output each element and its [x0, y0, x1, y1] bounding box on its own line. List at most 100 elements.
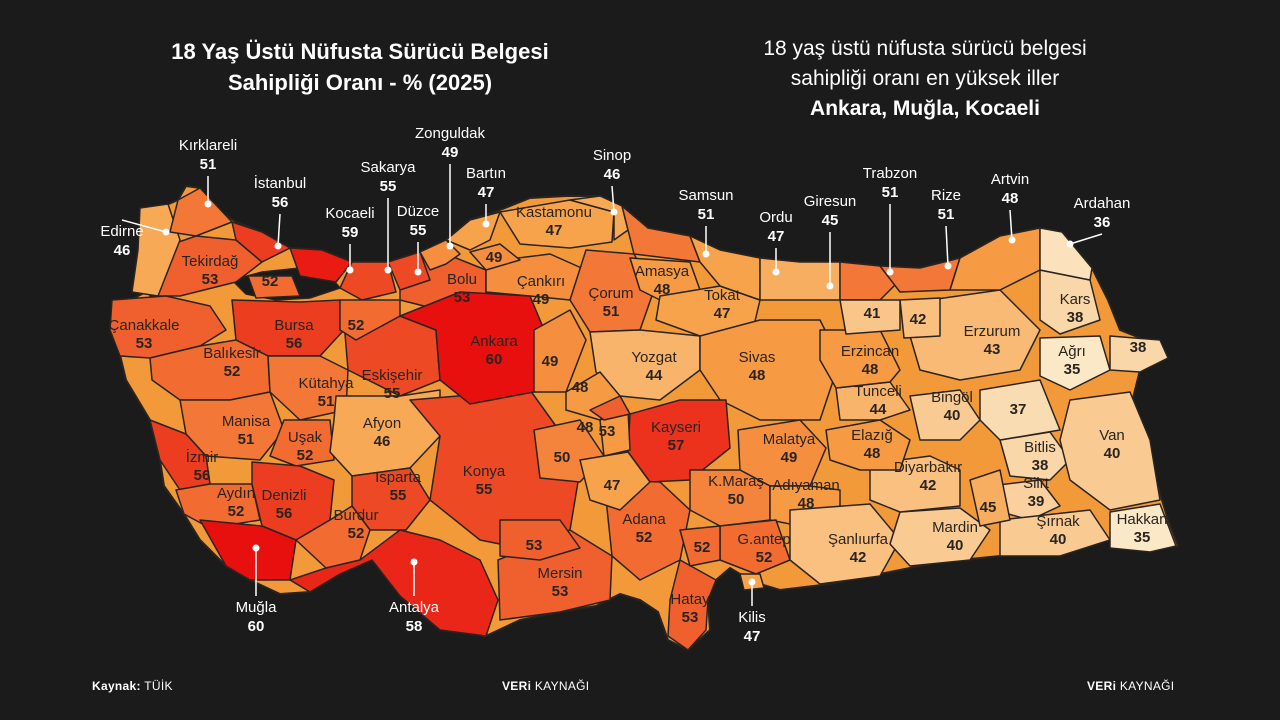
- label-isparta-name: Isparta: [375, 469, 422, 486]
- label-afyon-value: 46: [374, 433, 391, 450]
- label-burdur-name: Burdur: [333, 507, 378, 524]
- label-sanliurfa-value: 42: [850, 549, 867, 566]
- province-labels: Tekirdağ53Çanakkale53Bursa56Balıkesir52K…: [100, 125, 1167, 645]
- label-denizli-name: Denizli: [261, 487, 306, 504]
- source-label: Kaynak:: [92, 679, 141, 693]
- label-adiyaman-value: 48: [798, 495, 815, 512]
- leader-dot-duzce: [414, 268, 422, 276]
- label-sanliurfa-name: Şanlıurfa: [828, 531, 889, 548]
- label-kars-name: Kars: [1060, 291, 1091, 308]
- label-bartin-name: Bartın: [466, 165, 506, 182]
- label-eskisehir-name: Eskişehir: [362, 367, 423, 384]
- label-sinop-value: 46: [604, 166, 621, 183]
- province-unnamed-3: [469, 243, 521, 271]
- label-hakkari-value: 35: [1134, 529, 1151, 546]
- label-erzurum-name: Erzurum: [964, 323, 1021, 340]
- province-giresun: [759, 257, 841, 301]
- province-usak: [269, 419, 335, 467]
- leader-dot-samsun: [702, 250, 710, 258]
- label-unnamed-4-value: 49: [542, 353, 559, 370]
- label-k-maras-name: K.Maraş: [708, 473, 764, 490]
- label-hatay-value: 53: [682, 609, 699, 626]
- label-kocaeli-value: 59: [342, 224, 359, 241]
- label-mersin-name: Mersin: [537, 565, 582, 582]
- leader-ardahan: [1069, 233, 1103, 245]
- leader-dot-kirklareli: [204, 200, 212, 208]
- brand-right: VERi KAYNAĞI: [1087, 679, 1174, 693]
- label-trabzon-name: Trabzon: [863, 165, 917, 182]
- label-bursa-value: 56: [286, 335, 303, 352]
- source-value: TÜİK: [144, 679, 173, 693]
- province-samsun: [621, 205, 701, 263]
- province-kocaeli: [289, 247, 353, 283]
- label-isparta-value: 55: [390, 487, 407, 504]
- label-tokat-value: 47: [714, 305, 731, 322]
- label-bitlis-name: Bitlis: [1024, 439, 1056, 456]
- label-tunceli-value: 44: [870, 401, 887, 418]
- label-eskisehir-value: 55: [384, 385, 401, 402]
- leader-dot-sakarya: [384, 266, 392, 274]
- label-unnamed-7-value: 53: [599, 423, 616, 440]
- label-k-maras-value: 50: [728, 491, 745, 508]
- leader-dot-bartin: [482, 220, 490, 228]
- label-sakarya-value: 55: [380, 178, 397, 195]
- label-yozgat-name: Yozgat: [631, 349, 677, 366]
- leader-dot-kocaeli: [346, 266, 354, 274]
- label-bolu-value: 53: [454, 289, 471, 306]
- label-amasya-name: Amasya: [635, 263, 690, 280]
- label-balikesir-name: Balıkesir: [203, 345, 261, 362]
- label-unnamed-2-value: 52: [348, 317, 365, 334]
- label-afyon-name: Afyon: [363, 415, 401, 432]
- province-unnamed-15: [969, 469, 1011, 527]
- province-hakkari: [1109, 503, 1177, 553]
- label-izmir-name: İzmir: [186, 448, 219, 466]
- label-istanbul-name: İstanbul: [254, 174, 307, 192]
- label-unnamed-13-value: 42: [910, 311, 927, 328]
- province-hatay: [667, 559, 717, 651]
- leader-dot-ardahan: [1066, 240, 1074, 248]
- label-unnamed-10-value: 53: [526, 537, 543, 554]
- province-unnamed-12: [839, 299, 901, 335]
- source-note: Kaynak: TÜİK: [92, 679, 173, 693]
- leader-dot-sinop: [610, 208, 618, 216]
- label-bitlis-value: 38: [1032, 457, 1049, 474]
- brand-right-bold: VERi: [1087, 679, 1117, 693]
- label-corum-value: 51: [603, 303, 620, 320]
- label-corum-name: Çorum: [588, 285, 633, 302]
- leader-artvin: [1009, 209, 1013, 241]
- label-ardahan-name: Ardahan: [1074, 195, 1131, 212]
- label-balikesir-value: 52: [224, 363, 241, 380]
- province-bingol: [909, 389, 981, 441]
- label-hatay-name: Hatay: [670, 591, 710, 608]
- province-unnamed-9: [579, 451, 651, 511]
- label-usak-value: 52: [297, 447, 314, 464]
- province-erzurum: [909, 289, 1041, 381]
- label-ankara-value: 60: [486, 351, 503, 368]
- province-unnamed-16: [1109, 335, 1169, 373]
- label-canakkale-value: 53: [136, 335, 153, 352]
- leader-dot-giresun: [826, 282, 834, 290]
- province-agri: [1039, 335, 1111, 391]
- label-ordu-value: 47: [768, 228, 785, 245]
- label-kutahya-value: 51: [318, 393, 335, 410]
- label-unnamed-8-value: 50: [554, 449, 571, 466]
- label-tokat-name: Tokat: [704, 287, 741, 304]
- label-siirt-value: 39: [1028, 493, 1045, 510]
- label-giresun-value: 45: [822, 212, 839, 229]
- label-aydin-name: Aydın: [217, 485, 255, 502]
- title-line-2: Sahipliği Oranı - % (2025): [227, 70, 493, 95]
- label-unnamed-6-value: 48: [577, 419, 594, 436]
- label-mardin-name: Mardin: [932, 519, 978, 536]
- label-malatya-name: Malatya: [763, 431, 816, 448]
- leader-dot-rize: [944, 262, 952, 270]
- label-artvin-name: Artvin: [991, 171, 1029, 188]
- title-line-1: 18 Yaş Üstü Nüfusta Sürücü Belgesi: [171, 39, 549, 64]
- leader-rize: [945, 225, 949, 267]
- label-kars-value: 38: [1067, 309, 1084, 326]
- brand-center-text: KAYNAĞI: [534, 679, 590, 693]
- leader-dot-mugla: [252, 544, 260, 552]
- leader-lines: [121, 164, 1103, 606]
- leader-sinop: [611, 185, 615, 213]
- leader-dot-edirne: [162, 228, 170, 236]
- brand-right-text: KAYNAĞI: [1119, 679, 1175, 693]
